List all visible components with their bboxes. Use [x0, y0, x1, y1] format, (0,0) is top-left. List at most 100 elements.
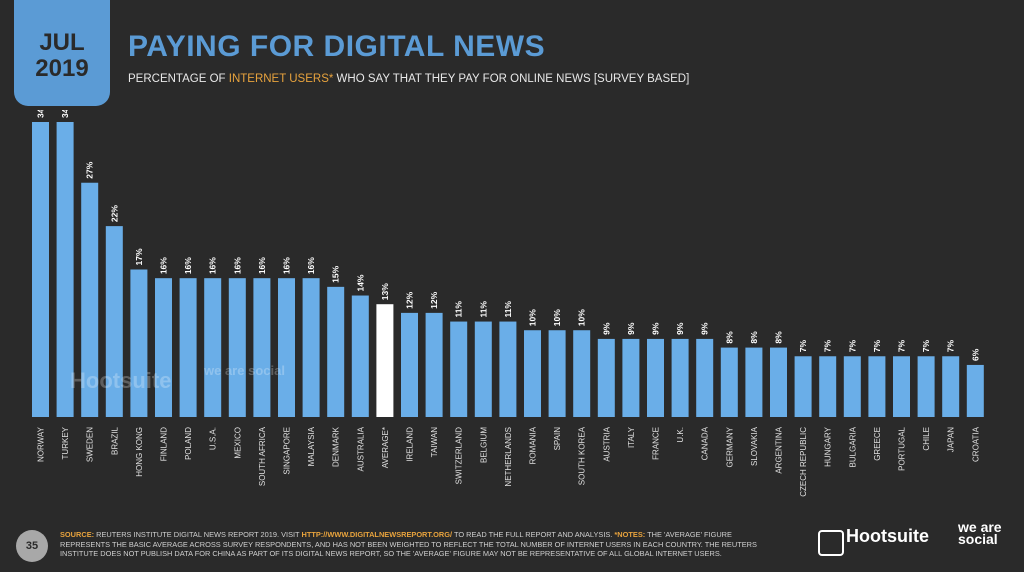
- value-label: 16%: [183, 257, 193, 274]
- hootsuite-logo: Hootsuite: [846, 526, 929, 546]
- value-label: 10%: [528, 309, 538, 326]
- value-label: 34%: [60, 110, 70, 118]
- bar-switzerland: [450, 321, 468, 417]
- value-label: 6%: [970, 348, 980, 361]
- value-label: 11%: [478, 301, 488, 318]
- value-label: 27%: [85, 161, 95, 178]
- value-label: 16%: [306, 257, 316, 274]
- value-label: 16%: [257, 257, 267, 274]
- bar-hong-kong: [130, 269, 148, 417]
- category-label: CZECH REPUBLIC: [799, 427, 808, 497]
- value-label: 16%: [159, 257, 169, 274]
- bar-taiwan: [425, 312, 443, 417]
- category-label: AUSTRIA: [602, 426, 611, 461]
- value-label: 34%: [36, 110, 46, 118]
- category-label: SOUTH AFRICA: [258, 426, 267, 486]
- bar-spain: [548, 330, 566, 417]
- category-label: ROMANIA: [529, 426, 538, 464]
- value-label: 12%: [429, 291, 439, 308]
- value-label: 16%: [208, 257, 218, 274]
- category-label: TURKEY: [61, 426, 70, 459]
- category-label: ARGENTINA: [775, 426, 784, 473]
- category-label: MALAYSIA: [307, 426, 316, 466]
- bar-denmark: [327, 286, 345, 417]
- category-label: CHILE: [922, 427, 931, 451]
- category-label: BRAZIL: [110, 426, 119, 455]
- category-label: DENMARK: [332, 426, 341, 467]
- bar-slovakia: [745, 347, 763, 417]
- value-label: 9%: [700, 322, 710, 335]
- value-label: 7%: [823, 340, 833, 353]
- category-label: U.K.: [676, 427, 685, 443]
- value-label: 16%: [282, 257, 292, 274]
- value-label: 7%: [798, 340, 808, 353]
- bar-u-s-a: [204, 278, 222, 417]
- bar-germany: [720, 347, 738, 417]
- bar-austria: [597, 338, 615, 417]
- category-label: HONG KONG: [135, 427, 144, 477]
- category-label: SLOVAKIA: [750, 426, 759, 466]
- value-label: 9%: [651, 322, 661, 335]
- value-label: 8%: [774, 331, 784, 344]
- category-label: CROATIA: [971, 426, 980, 462]
- bar-portugal: [893, 356, 910, 417]
- source-link[interactable]: HTTP://WWW.DIGITALNEWSREPORT.ORG/: [301, 530, 453, 539]
- bar-argentina: [770, 347, 787, 417]
- bar-japan: [942, 356, 960, 417]
- bar-turkey: [56, 122, 74, 417]
- category-label: HUNGARY: [824, 426, 833, 467]
- category-label: U.S.A.: [209, 427, 218, 450]
- bar-czech-republic: [794, 356, 812, 417]
- page-subtitle: PERCENTAGE OF INTERNET USERS* WHO SAY TH…: [128, 73, 690, 85]
- value-label: 11%: [503, 301, 513, 318]
- value-label: 15%: [331, 265, 341, 282]
- category-label: TAIWAN: [430, 427, 439, 457]
- value-label: 8%: [749, 331, 759, 344]
- category-label: SINGAPORE: [283, 427, 292, 475]
- category-label: ITALY: [627, 426, 636, 448]
- bar-italy: [622, 338, 640, 417]
- value-label: 14%: [355, 274, 365, 291]
- bar-singapore: [278, 278, 295, 417]
- bar-u-k: [671, 338, 689, 417]
- category-label: BULGARIA: [848, 426, 857, 467]
- we-are-social-watermark: we are social: [204, 363, 285, 378]
- bar-croatia: [966, 364, 984, 417]
- date-month: JUL: [39, 29, 85, 56]
- bar-belgium: [474, 321, 492, 417]
- value-label: 7%: [897, 340, 907, 353]
- category-label: POLAND: [184, 427, 193, 460]
- value-label: 9%: [626, 322, 636, 335]
- value-label: 9%: [601, 322, 611, 335]
- category-label: BELGIUM: [479, 427, 488, 463]
- value-label: 10%: [577, 309, 587, 326]
- category-label: CANADA: [701, 426, 710, 460]
- bar-chile: [917, 356, 935, 417]
- bar-south-korea: [573, 330, 591, 417]
- value-label: 13%: [380, 283, 390, 300]
- bar-hungary: [819, 356, 837, 417]
- value-label: 10%: [552, 309, 562, 326]
- we-are-social-logo: we are social: [958, 519, 1002, 547]
- value-label: 7%: [921, 340, 931, 353]
- category-label: FINLAND: [160, 427, 169, 461]
- bar-bulgaria: [843, 356, 861, 417]
- category-label: GREECE: [873, 427, 882, 461]
- owl-icon: [818, 530, 844, 556]
- value-label: 22%: [109, 205, 119, 222]
- date-badge: JUL 2019: [14, 0, 110, 106]
- bar-canada: [696, 338, 714, 417]
- category-label: JAPAN: [947, 427, 956, 452]
- bar-finland: [155, 278, 172, 417]
- category-label: SOUTH KOREA: [578, 426, 587, 485]
- category-label: SWITZERLAND: [455, 427, 464, 485]
- bar-chart: 34% NORWAY 34% TURKEY 27% SWEDEN 22% BRAZIL 17% H…: [32, 110, 984, 497]
- footer-source: SOURCE: REUTERS INSTITUTE DIGITAL NEWS R…: [60, 530, 757, 558]
- category-label: GERMANY: [725, 426, 734, 467]
- category-label: NETHERLANDS: [504, 427, 513, 487]
- category-label: IRELAND: [406, 427, 415, 462]
- page-title: PAYING FOR DIGITAL NEWS: [128, 30, 546, 63]
- value-label: 11%: [454, 301, 464, 318]
- value-label: 16%: [232, 257, 242, 274]
- category-label: SPAIN: [553, 427, 562, 451]
